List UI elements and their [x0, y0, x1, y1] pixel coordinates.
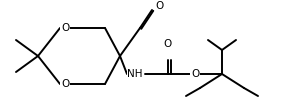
Text: NH: NH — [127, 69, 143, 79]
Text: O: O — [164, 39, 172, 49]
Text: O: O — [191, 69, 199, 79]
Text: O: O — [156, 1, 164, 11]
Text: O: O — [61, 23, 69, 33]
Text: O: O — [61, 79, 69, 89]
